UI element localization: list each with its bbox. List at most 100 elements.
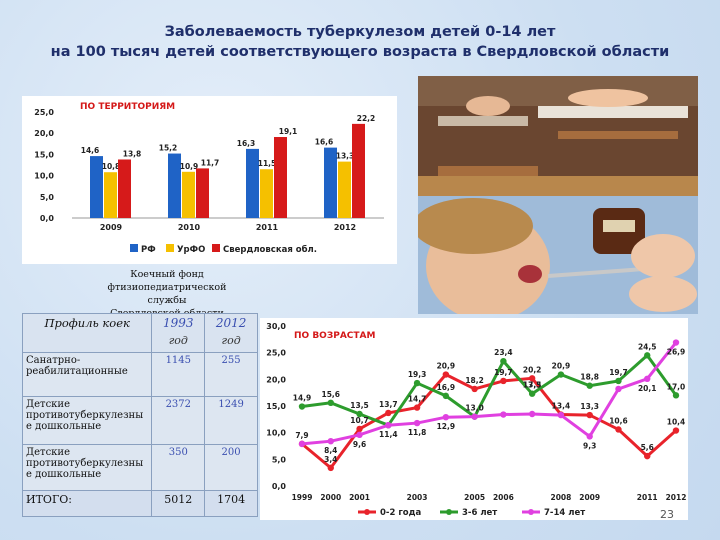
line-y-tick-label: 25,0 bbox=[266, 349, 286, 358]
beds-illustration bbox=[418, 76, 698, 196]
line-data-label: 18,2 bbox=[465, 376, 484, 385]
bar-data-label: 16,6 bbox=[315, 138, 334, 147]
line-data-label: 10,6 bbox=[609, 416, 628, 425]
bar-data-label: 11,7 bbox=[201, 158, 220, 167]
line-data-label: 19,7 bbox=[494, 368, 513, 377]
line-point bbox=[557, 411, 565, 419]
bar-legend-label: УрФО bbox=[177, 245, 205, 255]
bar-data-label: 13,3 bbox=[336, 152, 355, 161]
line-point bbox=[528, 410, 536, 418]
line-point bbox=[356, 425, 363, 433]
bar-sverdl bbox=[352, 123, 365, 218]
line-data-label: 13,5 bbox=[523, 381, 542, 390]
caption-line-2: фтизиопедиатрической службы bbox=[107, 282, 227, 306]
line-chart-svg: ПО ВОЗРАСТАМ 0,0 5,0 10,0 15,0 20,0 25,0 30,0 19… bbox=[266, 322, 686, 518]
bar-rf bbox=[90, 156, 103, 218]
line-point bbox=[644, 452, 651, 460]
bar-sverdl bbox=[118, 159, 131, 218]
header-profile-label: Профиль коек bbox=[44, 316, 130, 330]
table-row: Детские противотуберкулезны е дошкольные… bbox=[21, 444, 258, 491]
bar-y-tick-label: 0,0 bbox=[40, 214, 55, 223]
line-point bbox=[356, 431, 363, 438]
line-data-label: 11,4 bbox=[379, 430, 398, 439]
page-number: 23 bbox=[660, 508, 674, 521]
bar-sverdl bbox=[274, 137, 287, 218]
line-point bbox=[442, 392, 450, 400]
table-header-row: Профиль коек 1993 год 2012 год bbox=[21, 313, 258, 353]
row-value-2012: 255 bbox=[204, 352, 258, 397]
bar-legend-swatch bbox=[212, 244, 220, 252]
line-data-label: 23,4 bbox=[494, 348, 513, 357]
bar-chart-territories: ПО ТЕРРИТОРИЯМ 0,0 5,0 10,0 15,0 20,0 25,0 2009… bbox=[22, 96, 397, 264]
line-x-tick-label: 2009 bbox=[579, 493, 600, 502]
bar-data-label: 15,2 bbox=[159, 144, 178, 153]
row-value-2012: 200 bbox=[204, 444, 258, 491]
bar-y-tick-label: 10,0 bbox=[34, 172, 54, 181]
line-point bbox=[615, 385, 622, 393]
header-year1-cell: 1993 год bbox=[151, 313, 206, 353]
bar-y-tick-label: 25,0 bbox=[34, 108, 54, 117]
line-point bbox=[413, 379, 421, 387]
line-data-label: 26,9 bbox=[667, 348, 686, 357]
bar-x-tick-label: 2009 bbox=[100, 223, 123, 232]
line-x-tick-label: 2005 bbox=[464, 493, 485, 502]
line-data-label: 11,8 bbox=[408, 428, 427, 437]
line-data-label: 9,3 bbox=[583, 441, 596, 450]
line-point bbox=[500, 411, 507, 418]
header-year2: 2012 bbox=[215, 316, 247, 330]
line-point bbox=[413, 419, 421, 427]
header-year1-sub: год bbox=[168, 334, 188, 347]
line-series-0 bbox=[301, 372, 677, 471]
bar-x-tick-label: 2010 bbox=[178, 223, 201, 232]
line-point bbox=[586, 382, 593, 389]
bar-y-tick-label: 5,0 bbox=[40, 193, 55, 202]
line-point bbox=[672, 427, 680, 434]
line-point bbox=[557, 371, 565, 378]
bar-legend-label: РФ bbox=[141, 245, 156, 255]
line-point bbox=[500, 377, 507, 385]
bar-urfo bbox=[104, 172, 117, 218]
line-point bbox=[385, 422, 392, 429]
line-x-tick-label: 2000 bbox=[320, 493, 341, 502]
bar-urfo bbox=[260, 169, 273, 218]
line-data-label: 20,9 bbox=[437, 362, 456, 371]
line-legend-label: 0-2 года bbox=[380, 508, 421, 518]
line-data-label: 12,9 bbox=[437, 422, 456, 431]
header-year2-sub: год bbox=[221, 334, 241, 347]
line-data-label: 3,4 bbox=[324, 455, 337, 464]
line-data-label: 8,4 bbox=[324, 446, 337, 455]
line-point bbox=[298, 440, 306, 448]
line-series-1 bbox=[301, 353, 678, 428]
line-point bbox=[586, 433, 593, 440]
total-value-1993: 5012 bbox=[151, 490, 206, 517]
bar-data-label: 16,3 bbox=[237, 139, 256, 148]
line-x-tick-label: 2003 bbox=[407, 493, 428, 502]
line-chart-ages: ПО ВОЗРАСТАМ 0,0 5,0 10,0 15,0 20,0 25,0 30,0 19… bbox=[260, 318, 688, 520]
line-point bbox=[615, 377, 622, 385]
bar-data-label: 10,9 bbox=[180, 162, 199, 171]
table-row: Санатрно-реабилитационные 1145 255 bbox=[21, 352, 258, 397]
line-data-label: 10,7 bbox=[350, 416, 369, 425]
line-data-label: 17,3 bbox=[523, 381, 542, 390]
bar-rf bbox=[246, 148, 259, 218]
line-x-tick-label: 2001 bbox=[349, 493, 370, 502]
bar-data-label: 10,8 bbox=[102, 162, 121, 171]
line-y-tick-label: 10,0 bbox=[266, 429, 286, 438]
line-data-label: 13,5 bbox=[350, 401, 369, 410]
line-data-label: 20,1 bbox=[638, 384, 657, 393]
row-value-1993: 350 bbox=[151, 444, 206, 491]
line-y-tick-label: 0,0 bbox=[272, 482, 287, 491]
line-point bbox=[672, 392, 680, 399]
bar-x-tick-label: 2011 bbox=[256, 223, 279, 232]
header-year2-cell: 2012 год bbox=[204, 313, 258, 353]
line-legend-marker bbox=[528, 509, 534, 515]
bar-sverdl bbox=[196, 168, 209, 218]
total-value-2012: 1704 bbox=[204, 490, 258, 517]
line-point bbox=[528, 390, 536, 397]
bar-y-tick-label: 15,0 bbox=[34, 150, 54, 159]
row-value-2012: 1249 bbox=[204, 396, 258, 445]
line-data-label: 13,4 bbox=[552, 402, 571, 411]
bar-legend-swatch bbox=[130, 244, 138, 252]
caption-line-1: Коечный фонд bbox=[130, 269, 204, 280]
bar-rf bbox=[168, 153, 181, 218]
